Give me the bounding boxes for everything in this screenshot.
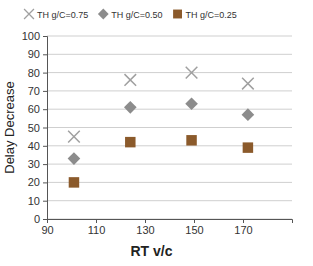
x-tick: 90 [41, 219, 53, 236]
y-tick: 60 [28, 103, 47, 115]
y-tick-label: 60 [28, 103, 40, 115]
x-tick: 130 [136, 219, 154, 236]
legend-marker [98, 9, 109, 20]
x-tick-mark [145, 219, 146, 223]
point [125, 137, 135, 147]
legend-label: TH g/C=0.50 [111, 10, 162, 20]
y-tick-mark [43, 73, 47, 74]
point [69, 177, 79, 187]
point [124, 74, 136, 86]
y-tick-label: 10 [28, 195, 40, 207]
grid-line [47, 109, 292, 110]
series [68, 67, 254, 143]
x-axis: 90 110 130 150 170 [41, 219, 292, 236]
point [186, 67, 198, 79]
grid-line [47, 90, 292, 91]
point [185, 97, 198, 110]
grid-line [47, 145, 292, 146]
x-tick-mark [243, 219, 244, 223]
grid-line [47, 164, 292, 165]
y-axis-line [43, 37, 48, 220]
chart: 0 10 20 30 40 50 60 70 80 90 100 90 110 130 150 170 RT v… [0, 0, 313, 266]
x-tick-label: 130 [136, 224, 154, 236]
grid-line [47, 36, 292, 37]
x-tick: 110 [88, 219, 106, 236]
point [68, 131, 80, 143]
x-tick-label: 150 [185, 224, 203, 236]
y-tick: 20 [28, 176, 47, 188]
y-tick-label: 90 [28, 48, 40, 60]
legend-item: TH g/C=0.75 [24, 9, 88, 19]
y-tick-mark [43, 201, 47, 202]
x-axis-title: RT v/c [130, 243, 172, 259]
x-tick: 150 [185, 219, 203, 236]
y-tick-mark [43, 146, 47, 147]
y-tick: 90 [28, 48, 47, 60]
y-tick-mark [43, 109, 47, 110]
series [69, 135, 253, 188]
y-tick: 100 [22, 30, 47, 42]
y-tick-label: 0 [34, 213, 40, 225]
y-tick-label: 100 [22, 30, 40, 42]
point [186, 135, 196, 145]
y-tick-mark [43, 36, 47, 37]
y-tick-mark [43, 91, 47, 92]
x-axis-line [48, 220, 293, 224]
y-axis: 0 10 20 30 40 50 60 70 80 90 100 [22, 30, 48, 225]
point [243, 142, 253, 152]
grid-line [47, 182, 292, 183]
x-tick-mark [47, 219, 48, 223]
legend: TH g/C=0.75 TH g/C=0.50 TH g/C=0.25 [24, 9, 237, 20]
grid-line [47, 127, 292, 128]
y-tick-label: 30 [28, 158, 40, 170]
x-tick-mark [194, 219, 195, 223]
y-tick: 10 [28, 195, 47, 207]
y-tick: 50 [28, 122, 47, 134]
grid-line [47, 54, 292, 55]
grid-line [47, 200, 292, 201]
grid-line [47, 72, 292, 73]
legend-marker [24, 9, 34, 19]
y-tick-label: 80 [28, 67, 40, 79]
y-tick-label: 70 [28, 85, 40, 97]
legend-label: TH g/C=0.25 [186, 10, 237, 20]
y-tick-label: 20 [28, 176, 40, 188]
grid [47, 36, 292, 219]
y-tick: 70 [28, 85, 47, 97]
y-tick-label: 40 [28, 140, 40, 152]
point [242, 78, 254, 90]
y-axis-title: Delay Decrease [2, 81, 17, 174]
x-tick-label: 110 [88, 224, 106, 236]
y-tick: 80 [28, 67, 47, 79]
y-tick: 40 [28, 140, 47, 152]
y-tick-mark [43, 164, 47, 165]
series [68, 97, 255, 165]
point [68, 152, 81, 165]
y-tick: 30 [28, 158, 47, 170]
legend-label: TH g/C=0.75 [37, 10, 88, 20]
legend-marker [173, 10, 182, 19]
point [242, 108, 255, 121]
x-tick-label: 90 [41, 224, 53, 236]
x-tick: 170 [234, 219, 252, 236]
x-tick-mark [96, 219, 97, 223]
point [124, 101, 137, 114]
legend-item: TH g/C=0.25 [173, 10, 237, 20]
plot-area [68, 67, 255, 188]
x-tick-label: 170 [234, 224, 252, 236]
y-tick-mark [43, 219, 47, 220]
y-tick-mark [43, 54, 47, 55]
y-tick-mark [43, 182, 47, 183]
legend-item: TH g/C=0.50 [98, 9, 163, 20]
y-tick-mark [43, 128, 47, 129]
y-tick-label: 50 [28, 122, 40, 134]
